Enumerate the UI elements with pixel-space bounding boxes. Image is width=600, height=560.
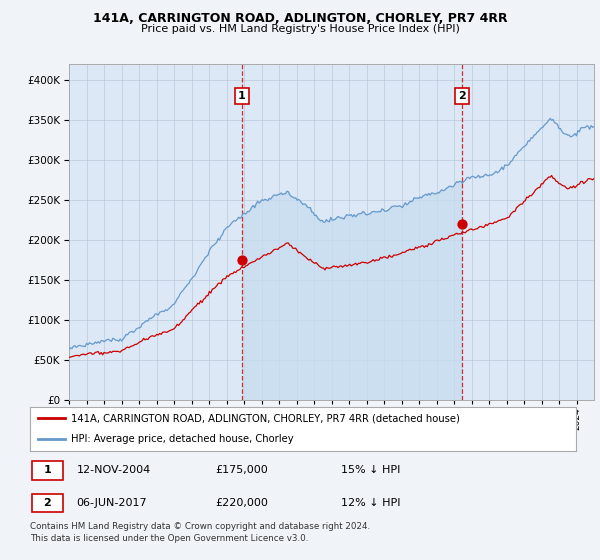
Point: [457, 220, 466, 229]
Text: 141A, CARRINGTON ROAD, ADLINGTON, CHORLEY, PR7 4RR (detached house): 141A, CARRINGTON ROAD, ADLINGTON, CHORLE…: [71, 413, 460, 423]
FancyBboxPatch shape: [32, 493, 64, 512]
Point: [237, 256, 247, 265]
Text: 2: 2: [44, 498, 52, 508]
Text: 1: 1: [238, 91, 245, 101]
Text: 12% ↓ HPI: 12% ↓ HPI: [341, 498, 401, 508]
Text: 15% ↓ HPI: 15% ↓ HPI: [341, 465, 401, 475]
Text: HPI: Average price, detached house, Chorley: HPI: Average price, detached house, Chor…: [71, 435, 293, 445]
Text: 06-JUN-2017: 06-JUN-2017: [76, 498, 147, 508]
FancyBboxPatch shape: [32, 461, 64, 480]
Text: 2: 2: [458, 91, 466, 101]
Text: 1: 1: [44, 465, 52, 475]
Text: 141A, CARRINGTON ROAD, ADLINGTON, CHORLEY, PR7 4RR: 141A, CARRINGTON ROAD, ADLINGTON, CHORLE…: [92, 12, 508, 25]
Text: 12-NOV-2004: 12-NOV-2004: [76, 465, 151, 475]
Text: Price paid vs. HM Land Registry's House Price Index (HPI): Price paid vs. HM Land Registry's House …: [140, 24, 460, 34]
Text: £175,000: £175,000: [215, 465, 268, 475]
Text: Contains HM Land Registry data © Crown copyright and database right 2024.
This d: Contains HM Land Registry data © Crown c…: [30, 522, 370, 543]
Text: £220,000: £220,000: [215, 498, 269, 508]
